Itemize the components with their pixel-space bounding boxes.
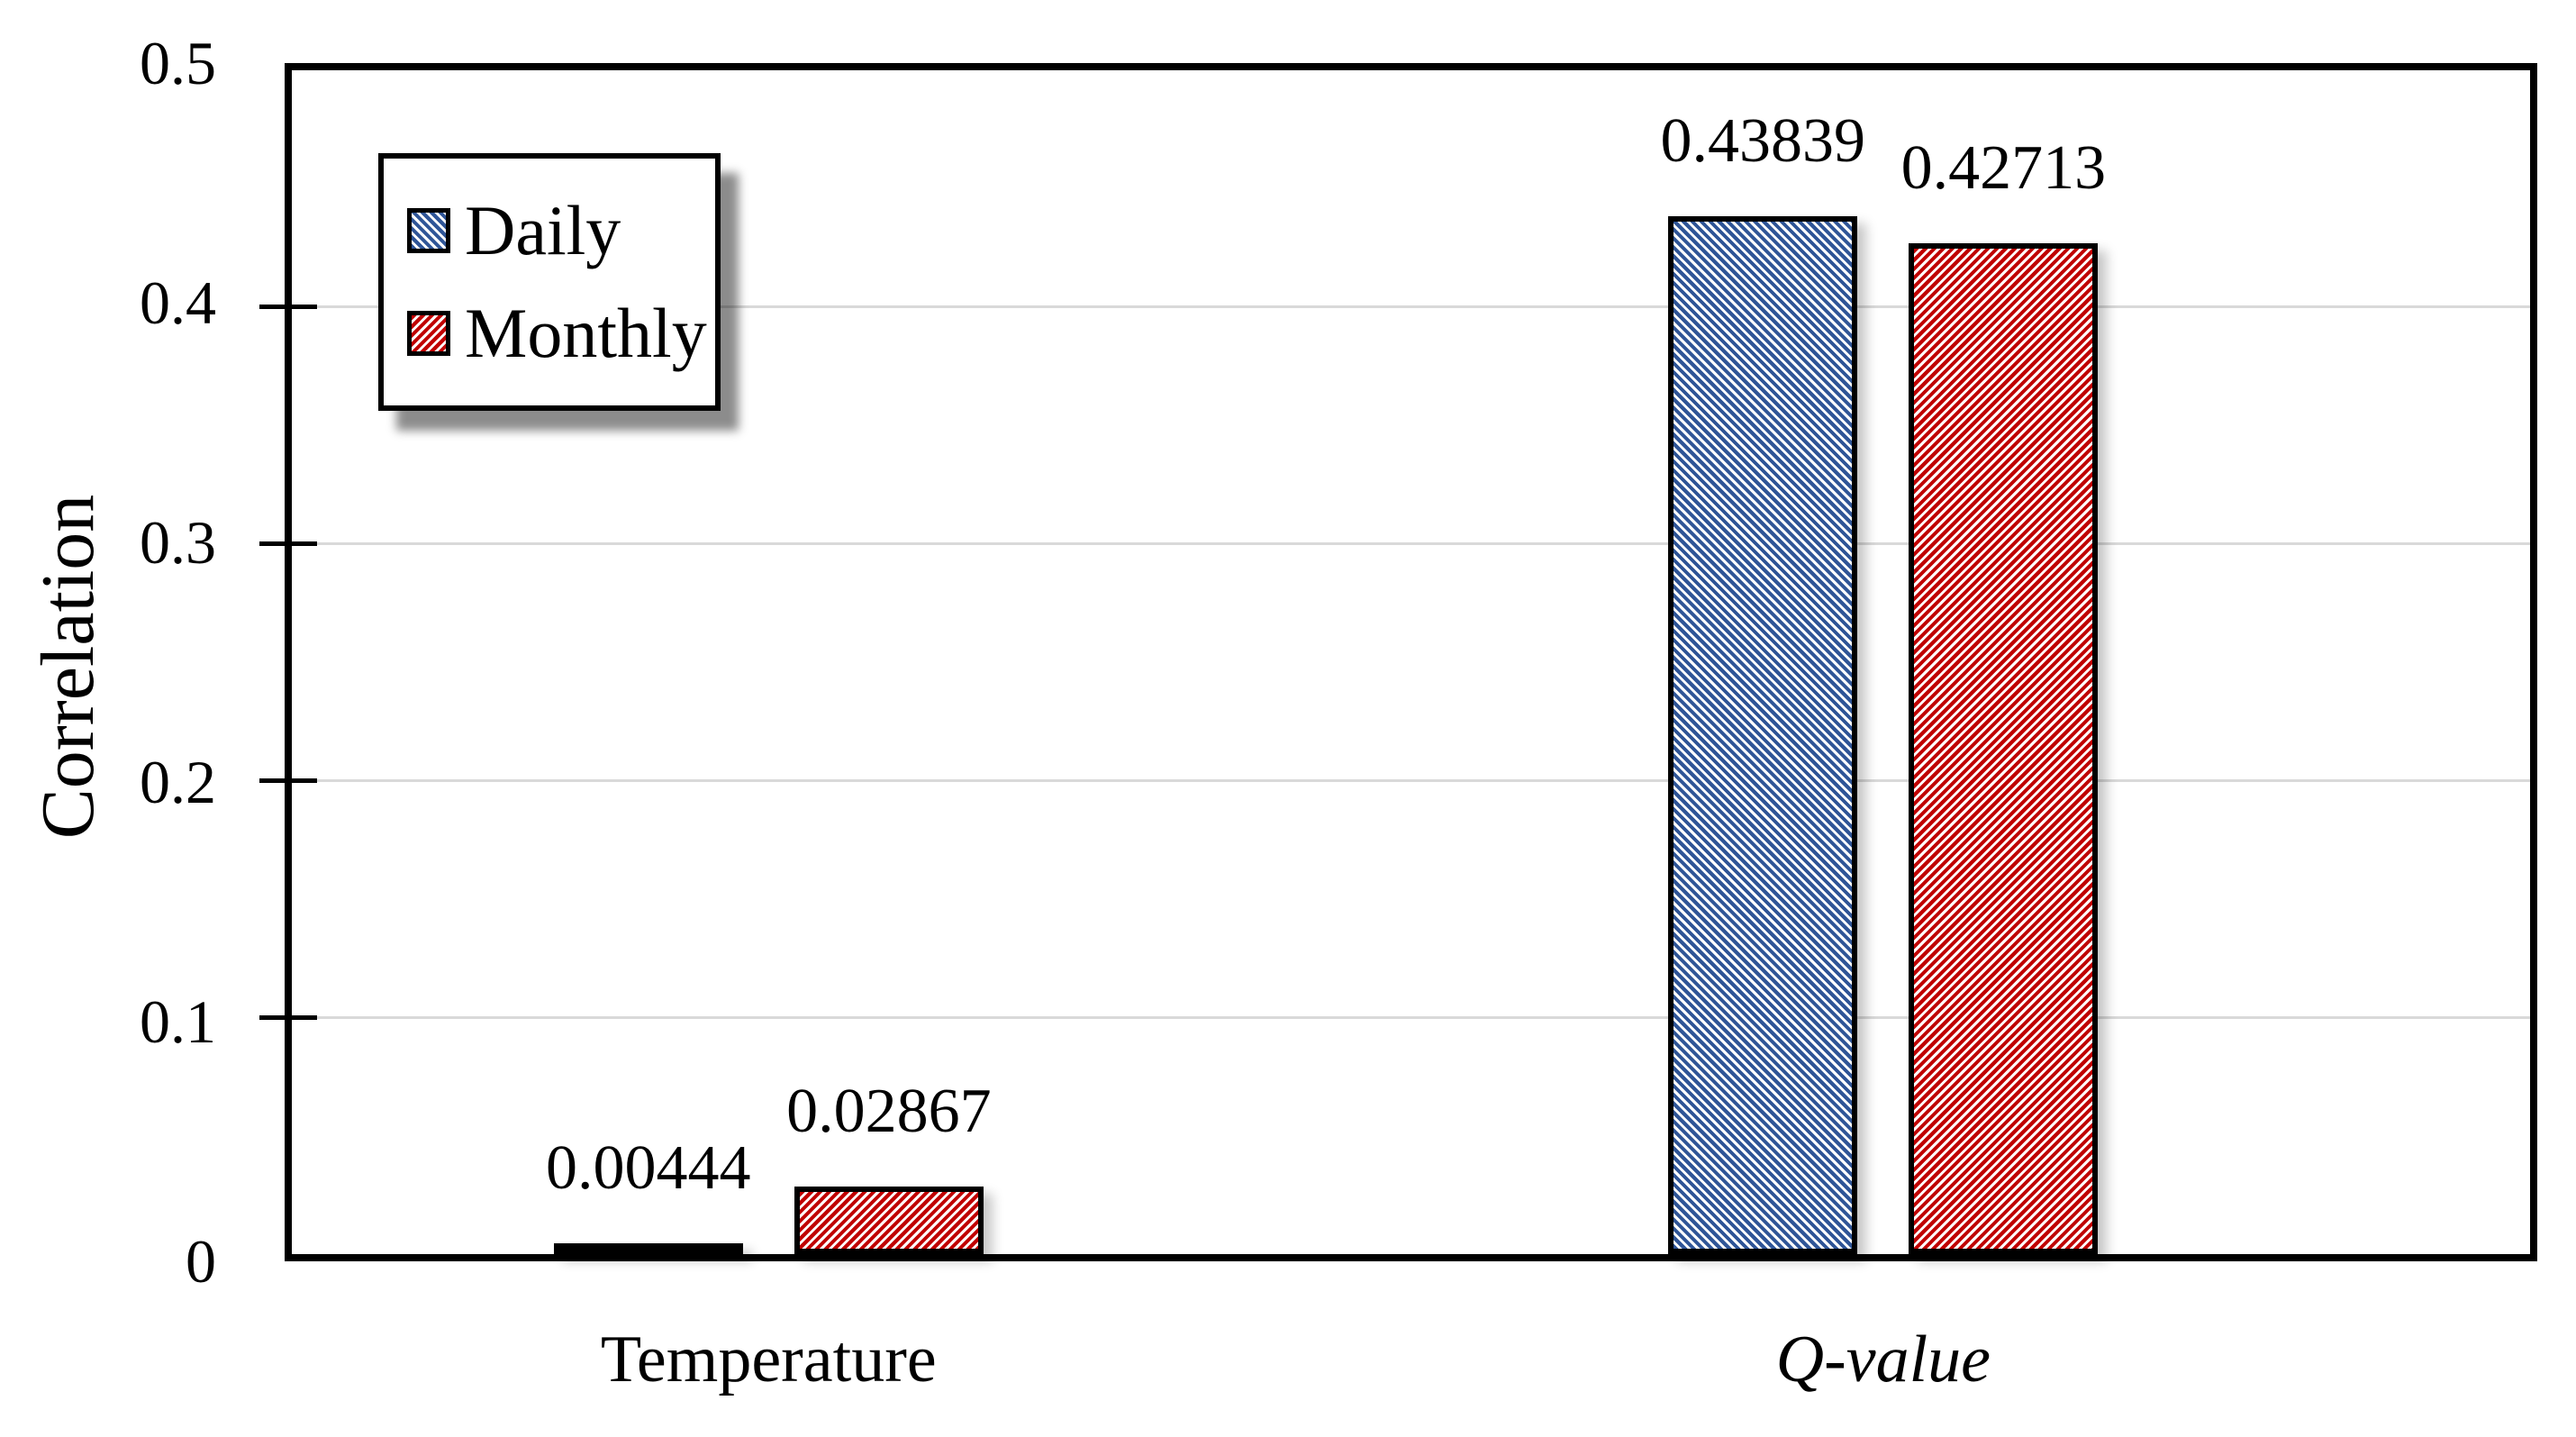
legend-label-monthly: Monthly [465, 293, 707, 372]
y-tick-label-0: 0 [186, 1227, 216, 1296]
legend-item-daily: Daily [407, 196, 715, 266]
gridline [292, 542, 2530, 546]
bar-monthly-temperature [794, 1186, 984, 1254]
x-category-label-q-value: Q-value [1775, 1323, 1991, 1396]
y-axis-tick-mark [259, 305, 317, 310]
y-tick-label-0-3: 0.3 [140, 508, 216, 577]
monthly-hatch-swatch-icon [407, 310, 450, 356]
legend-item-monthly: Monthly [407, 293, 715, 372]
legend: Daily Monthly [378, 153, 721, 411]
y-axis-tick-labels: 0 0.1 0.2 0.3 0.4 0.5 [0, 32, 227, 1292]
legend-label-daily: Daily [465, 191, 621, 270]
data-label-daily-temperature: 0.00444 [545, 1133, 751, 1204]
x-category-label-temperature: Temperature [600, 1323, 937, 1396]
gridline [292, 305, 2530, 309]
bar-monthly-q-value [1909, 242, 2099, 1254]
y-axis-tick-mark [259, 778, 317, 783]
data-label-daily-q-value: 0.43839 [1660, 105, 1866, 176]
y-axis-tick-mark [259, 1014, 317, 1020]
bar-daily-q-value [1668, 215, 1858, 1254]
gridline [292, 1015, 2530, 1019]
data-label-monthly-q-value: 0.42713 [1900, 132, 2107, 203]
plot-area: Daily Monthly 0.00444 0.43839 0.02867 0.427… [259, 63, 2537, 1261]
bar-daily-temperature [553, 1243, 743, 1254]
gridline [292, 778, 2530, 782]
y-tick-label-0-1: 0.1 [140, 987, 216, 1056]
y-tick-label-0-2: 0.2 [140, 748, 216, 816]
y-tick-label-0-5: 0.5 [140, 29, 216, 97]
y-tick-label-0-4: 0.4 [140, 268, 216, 337]
data-label-monthly-temperature: 0.02867 [786, 1076, 992, 1146]
y-axis-tick-mark [259, 541, 317, 547]
daily-hatch-swatch-icon [407, 208, 450, 254]
